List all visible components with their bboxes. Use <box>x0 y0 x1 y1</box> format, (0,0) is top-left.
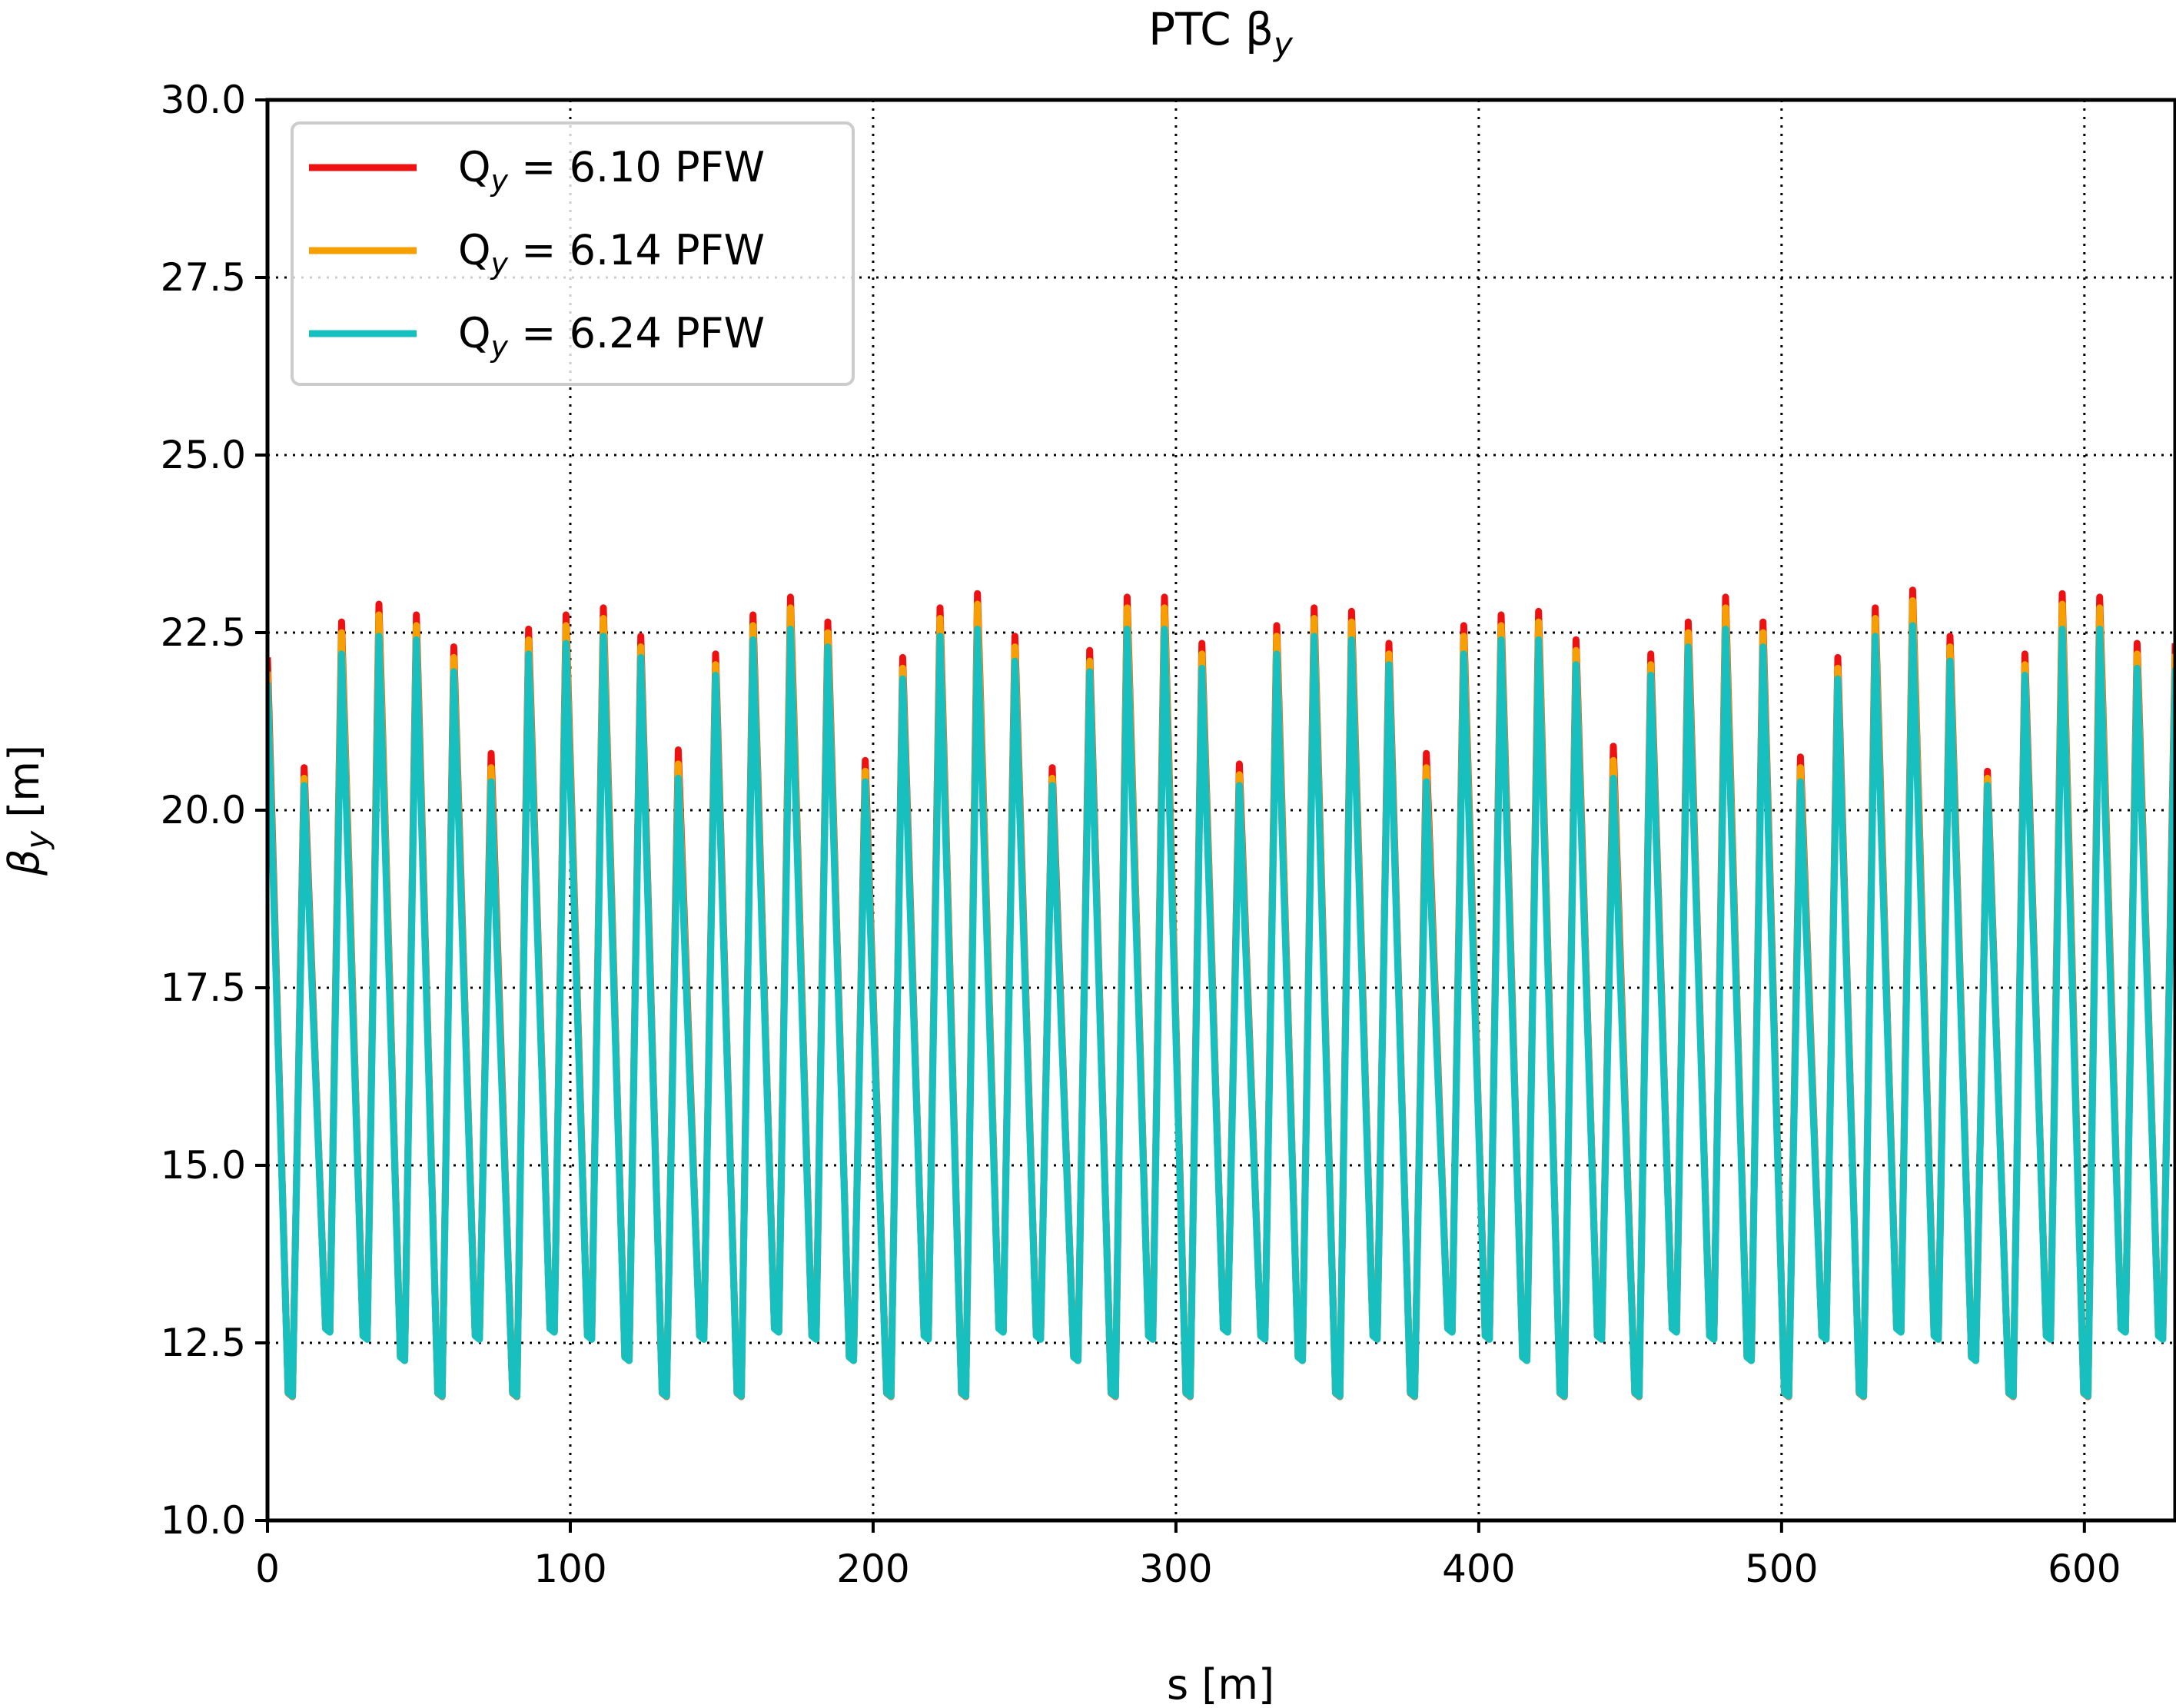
legend-label-3: Qy = 6.24 PFW <box>458 309 765 364</box>
y-tick-label: 30.0 <box>161 78 246 122</box>
series-layer <box>267 587 2175 1401</box>
y-tick-label: 10.0 <box>161 1498 246 1543</box>
x-tick-label: 0 <box>255 1547 280 1591</box>
x-tick-label: 200 <box>836 1547 909 1591</box>
chart-title: PTC βy <box>1148 3 1294 63</box>
legend-label-1: Qy = 6.10 PFW <box>458 143 765 198</box>
y-axis: 10.0 12.5 15.0 17.5 20.0 22.5 25.0 27.5 30.0 <box>161 78 267 1543</box>
y-axis-label: βy [m] <box>0 745 55 876</box>
y-tick-label: 25.0 <box>161 433 246 477</box>
x-tick-label: 400 <box>1442 1547 1515 1591</box>
x-axis-label: s [m] <box>1167 1660 1274 1708</box>
series-line-3 <box>267 622 2175 1400</box>
x-tick-label: 300 <box>1139 1547 1212 1591</box>
y-tick-label: 20.0 <box>161 788 246 832</box>
y-tick-label: 12.5 <box>161 1321 246 1365</box>
legend: Qy = 6.10 PFW Qy = 6.14 PFW Qy = 6.24 PFW <box>291 121 855 386</box>
y-tick-label: 17.5 <box>161 965 246 1010</box>
legend-box <box>291 121 855 386</box>
legend-label-2: Qy = 6.14 PFW <box>458 226 765 281</box>
x-tick-label: 500 <box>1745 1547 1818 1591</box>
x-tick-label: 600 <box>2048 1547 2121 1591</box>
y-tick-label: 15.0 <box>161 1143 246 1188</box>
y-tick-label: 22.5 <box>161 610 246 655</box>
y-tick-label: 27.5 <box>161 255 246 300</box>
x-tick-label: 100 <box>533 1547 606 1591</box>
x-axis: 0 100 200 300 400 500 600 <box>255 1520 2121 1591</box>
